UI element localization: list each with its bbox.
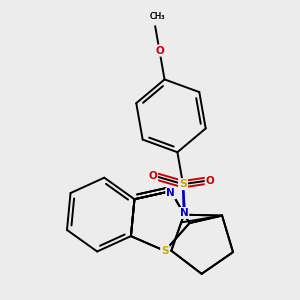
Text: O: O	[155, 46, 164, 56]
Text: O: O	[148, 171, 157, 181]
Text: O: O	[206, 176, 214, 186]
Text: CH₃: CH₃	[150, 12, 165, 21]
Text: S: S	[179, 179, 187, 189]
Text: S: S	[161, 246, 169, 256]
Text: S: S	[179, 179, 187, 189]
Text: O: O	[148, 171, 157, 181]
Text: N: N	[180, 208, 188, 218]
Text: O: O	[155, 46, 164, 56]
Text: S: S	[161, 246, 169, 256]
Text: N: N	[166, 188, 175, 198]
Text: CH₃: CH₃	[150, 12, 165, 21]
Text: O: O	[206, 176, 214, 186]
Text: N: N	[166, 188, 175, 198]
Text: N: N	[180, 208, 188, 218]
